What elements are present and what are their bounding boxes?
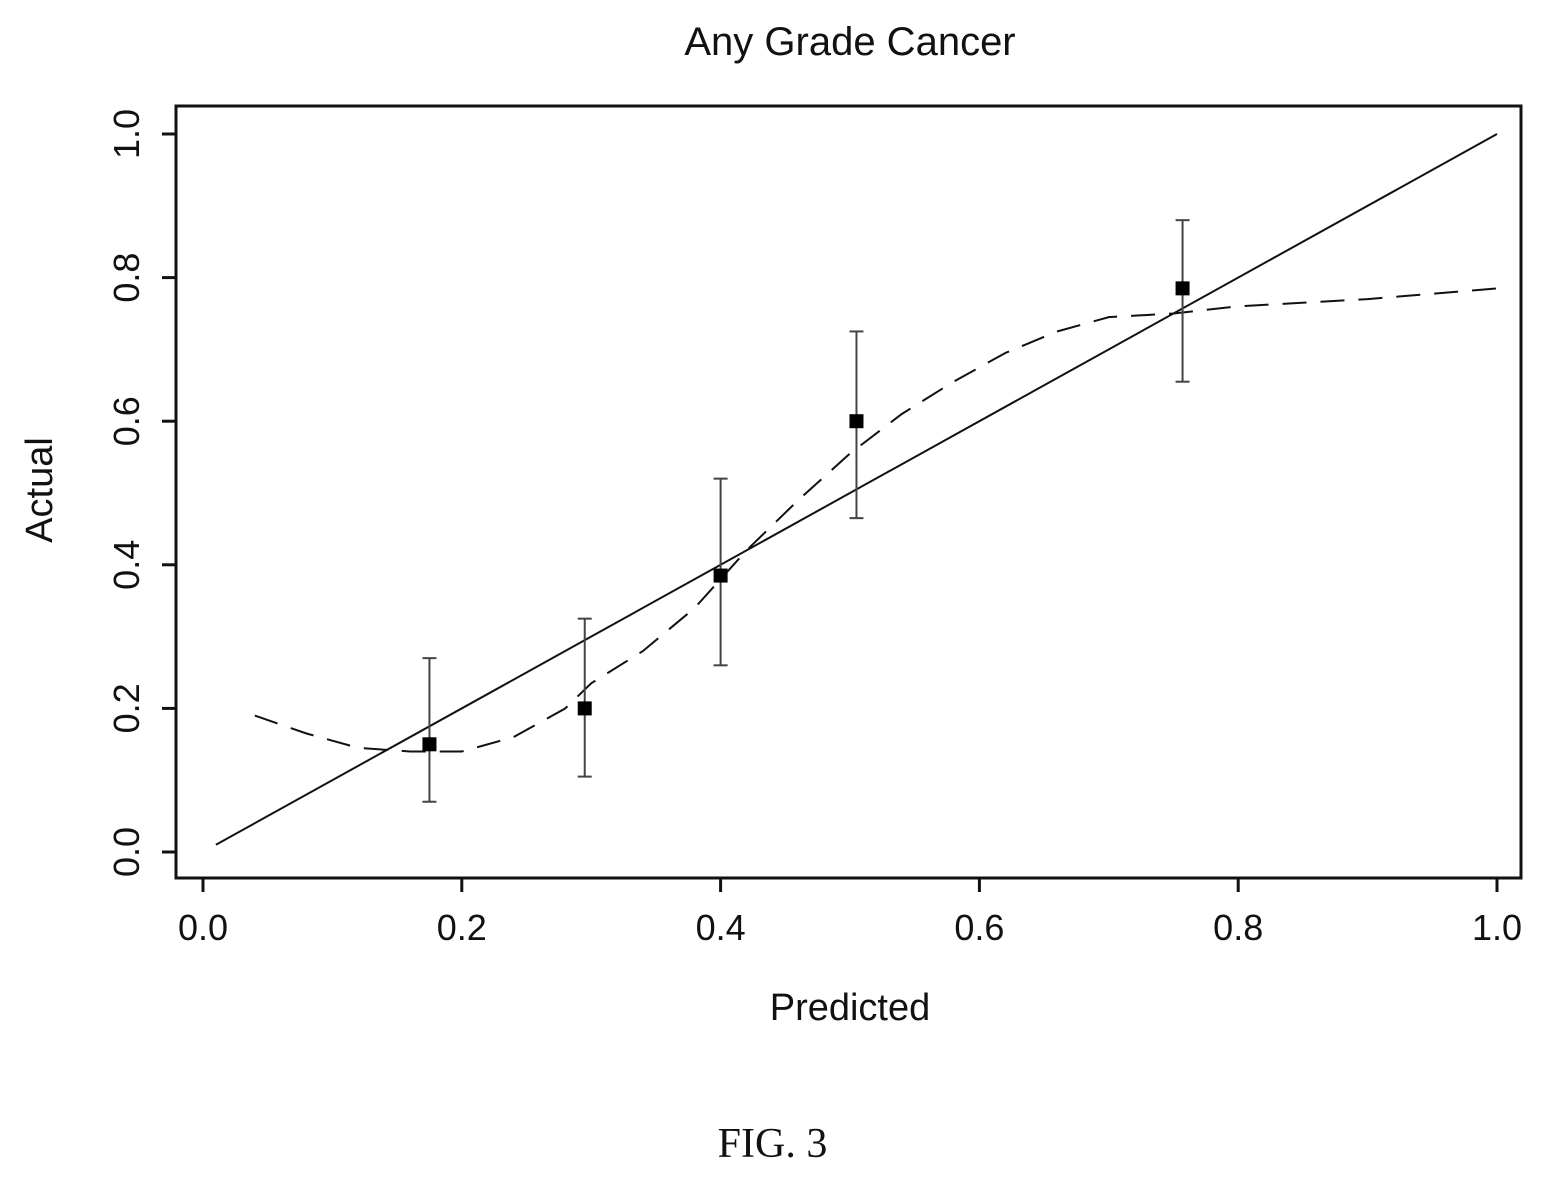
chart-title: Any Grade Cancer (684, 20, 1015, 64)
x-tick-label: 0.8 (1213, 907, 1263, 948)
x-tick-label: 0.6 (954, 907, 1004, 948)
data-point-marker (577, 701, 592, 716)
y-tick-label: 0.4 (106, 540, 147, 590)
y-tick-label: 0.6 (106, 396, 147, 446)
data-point-marker (713, 568, 728, 583)
y-tick-label: 0.2 (106, 683, 147, 733)
data-point-marker (849, 414, 864, 429)
y-tick-label: 1.0 (106, 109, 147, 159)
x-tick-label: 0.0 (178, 907, 228, 948)
y-tick-label: 0.8 (106, 253, 147, 303)
chart-svg: Any Grade Cancer 0.0 0.2 0.4 0.6 0.8 1.0 0.00… (19, 20, 1523, 1029)
y-tick-label: 0.0 (106, 827, 147, 877)
plot-frame (174, 104, 1523, 880)
y-axis: 0.0 0.2 0.4 0.6 0.8 1.0 (106, 109, 176, 877)
dashed-calibration-line (254, 287, 1498, 753)
x-tick-label: 0.2 (437, 907, 487, 948)
figure-caption: FIG. 3 (717, 1121, 828, 1167)
x-tick-label: 1.0 (1472, 907, 1522, 948)
series-layer (215, 133, 1498, 846)
y-axis-label: Actual (19, 437, 61, 543)
data-point-marker (1175, 281, 1190, 296)
data-point-marker (422, 737, 437, 752)
x-tick-label: 0.4 (696, 907, 746, 948)
x-axis: 0.0 0.2 0.4 0.6 0.8 1.0 (178, 878, 1522, 948)
x-axis-label: Predicted (770, 987, 931, 1029)
